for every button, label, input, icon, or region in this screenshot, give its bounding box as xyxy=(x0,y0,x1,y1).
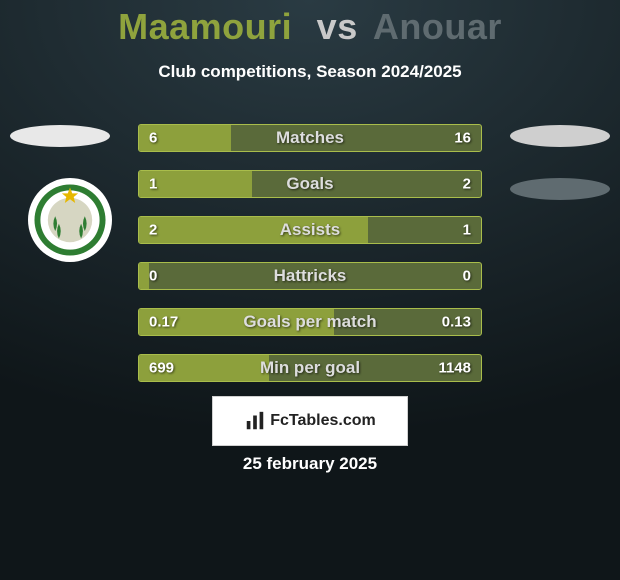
title-player2: Anouar xyxy=(373,6,502,47)
site-badge: FcTables.com xyxy=(212,396,408,446)
stat-row: 12Goals xyxy=(138,170,482,198)
comparison-bars: 616Matches12Goals21Assists00Hattricks0.1… xyxy=(138,124,482,400)
stat-fill xyxy=(139,217,368,243)
stat-right-value: 1148 xyxy=(438,360,471,377)
flag-left-icon xyxy=(10,125,110,147)
stat-left-value: 0.17 xyxy=(149,314,178,331)
stat-row: 0.170.13Goals per match xyxy=(138,308,482,336)
stat-row: 21Assists xyxy=(138,216,482,244)
page-title: Maamouri vs Anouar xyxy=(0,6,620,48)
club-crest-svg xyxy=(33,183,107,257)
stat-right-value: 2 xyxy=(463,176,471,193)
footer-date: 25 february 2025 xyxy=(0,454,620,474)
stat-row: 616Matches xyxy=(138,124,482,152)
stat-row: 6991148Min per goal xyxy=(138,354,482,382)
chart-icon xyxy=(244,410,266,432)
content-area: Maamouri vs Anouar Club competitions, Se… xyxy=(0,0,620,580)
stat-fill xyxy=(139,263,149,289)
stat-left-value: 0 xyxy=(149,268,157,285)
stat-left-value: 2 xyxy=(149,222,157,239)
stat-left-value: 1 xyxy=(149,176,157,193)
stat-left-value: 6 xyxy=(149,130,157,147)
stat-right-value: 1 xyxy=(463,222,471,239)
stat-right-value: 16 xyxy=(454,130,471,147)
stat-right-value: 0 xyxy=(463,268,471,285)
club-badge-left-icon xyxy=(28,178,112,262)
title-vs: vs xyxy=(317,6,358,47)
title-player1: Maamouri xyxy=(118,6,292,47)
site-name: FcTables.com xyxy=(270,412,376,430)
stat-row: 0 0Hattricks xyxy=(138,262,482,290)
stat-label: Hattricks xyxy=(139,266,481,286)
flag-right-icon xyxy=(510,125,610,147)
club-right-placeholder-icon xyxy=(510,178,610,200)
stat-left-value: 699 xyxy=(149,360,174,377)
subtitle: Club competitions, Season 2024/2025 xyxy=(0,62,620,82)
stat-right-value: 0.13 xyxy=(442,314,471,331)
site-badge-inner: FcTables.com xyxy=(244,410,376,432)
